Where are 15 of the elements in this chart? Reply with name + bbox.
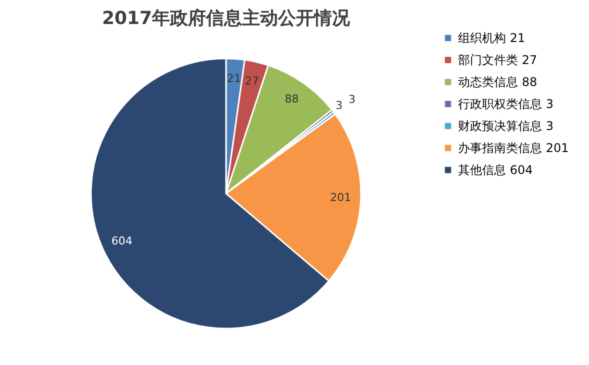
- legend-label: 财政预决算信息 3: [458, 119, 554, 133]
- legend-label: 部门文件类 27: [458, 53, 538, 67]
- legend-label: 行政职权类信息 3: [458, 97, 554, 111]
- legend-label: 办事指南类信息 201: [458, 141, 569, 155]
- data-label: 201: [330, 190, 352, 204]
- legend-label: 其他信息 604: [458, 163, 533, 177]
- data-label: 88: [284, 92, 299, 106]
- data-label: 604: [111, 234, 132, 248]
- data-label: 3: [348, 92, 356, 106]
- legend-label: 组织机构 21: [458, 31, 526, 45]
- legend-label: 动态类信息 88: [458, 75, 538, 89]
- chart-title: 2017年政府信息主动公开情况: [102, 8, 352, 29]
- data-label: 3: [336, 98, 343, 112]
- data-label: 21: [226, 72, 241, 86]
- data-label: 27: [245, 74, 260, 88]
